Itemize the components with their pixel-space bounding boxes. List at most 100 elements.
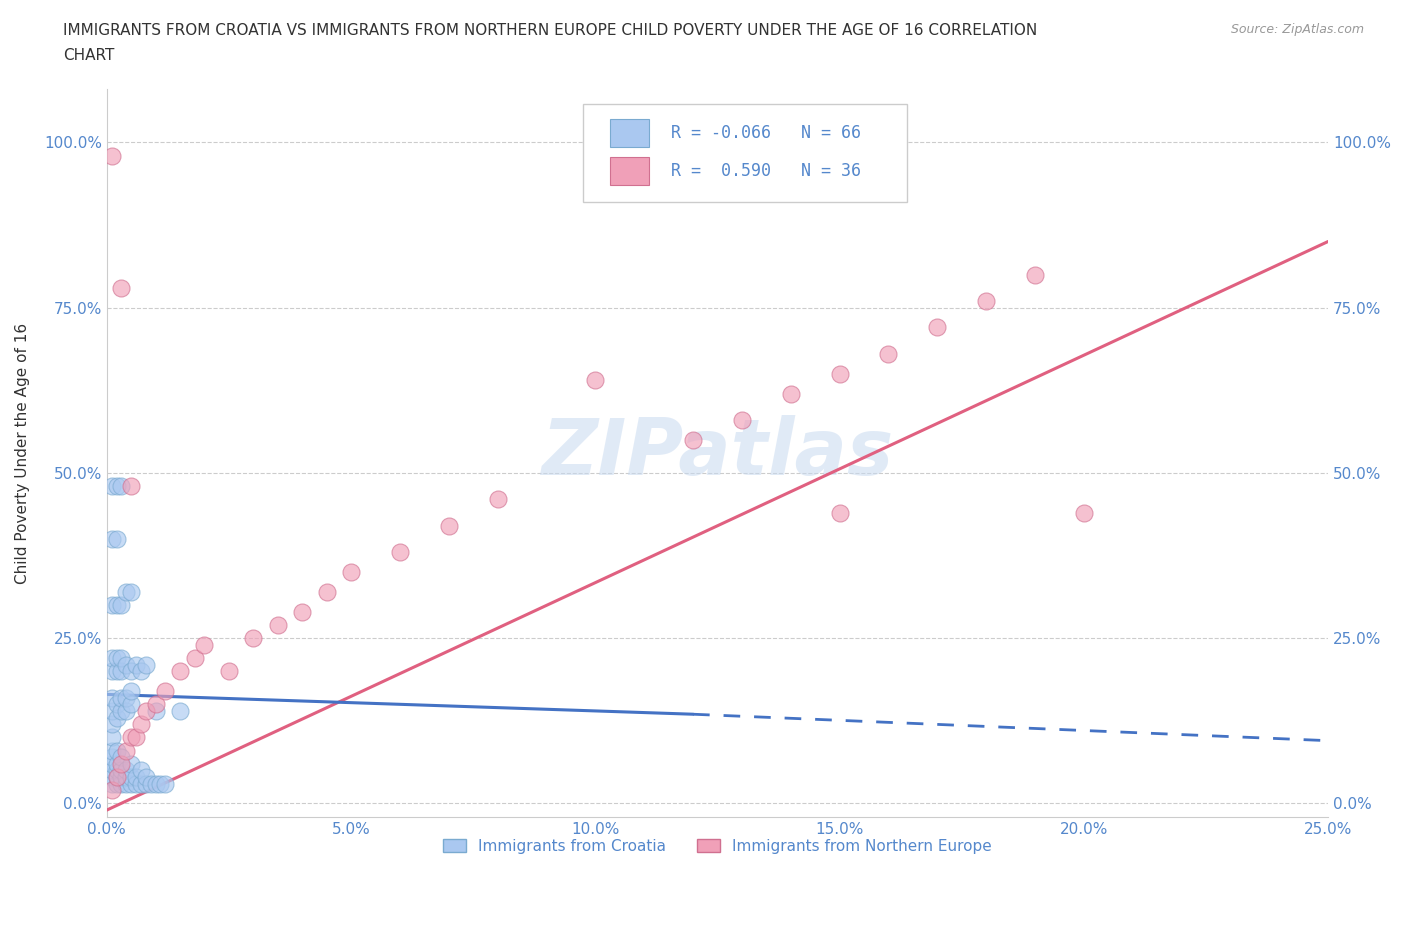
- Point: [388, 545, 411, 560]
- Point: [110, 770, 132, 785]
- Point: [927, 320, 949, 335]
- Point: [100, 770, 122, 785]
- Point: [105, 763, 128, 777]
- Text: IMMIGRANTS FROM CROATIA VS IMMIGRANTS FROM NORTHERN EUROPE CHILD POVERTY UNDER T: IMMIGRANTS FROM CROATIA VS IMMIGRANTS FR…: [63, 23, 1038, 38]
- Point: [125, 777, 148, 791]
- Point: [1073, 505, 1095, 520]
- Point: [169, 703, 191, 718]
- Point: [129, 717, 152, 732]
- Point: [267, 618, 290, 632]
- Legend: Immigrants from Croatia, Immigrants from Northern Europe: Immigrants from Croatia, Immigrants from…: [437, 832, 998, 860]
- Bar: [610, 157, 650, 185]
- Point: [779, 386, 801, 401]
- Point: [110, 280, 132, 295]
- Point: [583, 373, 606, 388]
- Point: [1024, 267, 1046, 282]
- Point: [115, 763, 138, 777]
- Point: [105, 479, 128, 494]
- Point: [437, 518, 460, 533]
- Point: [877, 347, 900, 362]
- Point: [115, 658, 138, 672]
- Point: [120, 697, 142, 711]
- Point: [120, 730, 142, 745]
- Point: [125, 730, 148, 745]
- Point: [115, 770, 138, 785]
- Point: [169, 664, 191, 679]
- Point: [120, 684, 142, 698]
- Point: [100, 717, 122, 732]
- Point: [115, 777, 138, 791]
- Point: [100, 703, 122, 718]
- Point: [129, 777, 152, 791]
- Point: [100, 763, 122, 777]
- Point: [731, 413, 754, 428]
- Point: [105, 743, 128, 758]
- Point: [828, 366, 851, 381]
- Point: [110, 777, 132, 791]
- Point: [115, 690, 138, 705]
- Point: [145, 697, 167, 711]
- FancyBboxPatch shape: [583, 104, 907, 202]
- Point: [100, 479, 122, 494]
- Point: [115, 703, 138, 718]
- Point: [100, 783, 122, 798]
- Point: [486, 492, 509, 507]
- Text: CHART: CHART: [63, 48, 115, 63]
- Point: [155, 684, 177, 698]
- Point: [105, 756, 128, 771]
- Text: ZIPatlas: ZIPatlas: [541, 415, 894, 491]
- Point: [139, 777, 162, 791]
- Point: [155, 777, 177, 791]
- Point: [105, 770, 128, 785]
- Point: [340, 565, 363, 579]
- Point: [120, 756, 142, 771]
- Point: [120, 777, 142, 791]
- Point: [110, 756, 132, 771]
- Point: [100, 532, 122, 547]
- Point: [110, 763, 132, 777]
- Point: [125, 770, 148, 785]
- Point: [120, 584, 142, 599]
- Point: [105, 770, 128, 785]
- Point: [105, 532, 128, 547]
- Point: [100, 690, 122, 705]
- Point: [120, 770, 142, 785]
- Point: [115, 584, 138, 599]
- Point: [145, 703, 167, 718]
- Point: [129, 664, 152, 679]
- Point: [110, 651, 132, 666]
- Point: [100, 148, 122, 163]
- Point: [110, 598, 132, 613]
- Point: [135, 770, 157, 785]
- Point: [105, 697, 128, 711]
- Point: [105, 664, 128, 679]
- Point: [135, 777, 157, 791]
- Point: [100, 598, 122, 613]
- Point: [100, 777, 122, 791]
- Point: [315, 584, 337, 599]
- Point: [100, 750, 122, 764]
- Point: [100, 730, 122, 745]
- Point: [129, 763, 152, 777]
- Point: [125, 658, 148, 672]
- Point: [291, 604, 314, 619]
- Point: [105, 777, 128, 791]
- Point: [110, 664, 132, 679]
- Point: [110, 479, 132, 494]
- Text: R =  0.590   N = 36: R = 0.590 N = 36: [671, 162, 860, 179]
- Point: [682, 432, 704, 447]
- Point: [974, 294, 997, 309]
- Point: [105, 598, 128, 613]
- Point: [120, 664, 142, 679]
- Bar: [610, 119, 650, 147]
- Point: [110, 690, 132, 705]
- Text: R = -0.066   N = 66: R = -0.066 N = 66: [671, 124, 860, 142]
- Point: [149, 777, 172, 791]
- Point: [193, 637, 215, 652]
- Point: [100, 664, 122, 679]
- Point: [242, 631, 264, 645]
- Point: [218, 664, 240, 679]
- Point: [100, 756, 122, 771]
- Point: [115, 743, 138, 758]
- Point: [120, 479, 142, 494]
